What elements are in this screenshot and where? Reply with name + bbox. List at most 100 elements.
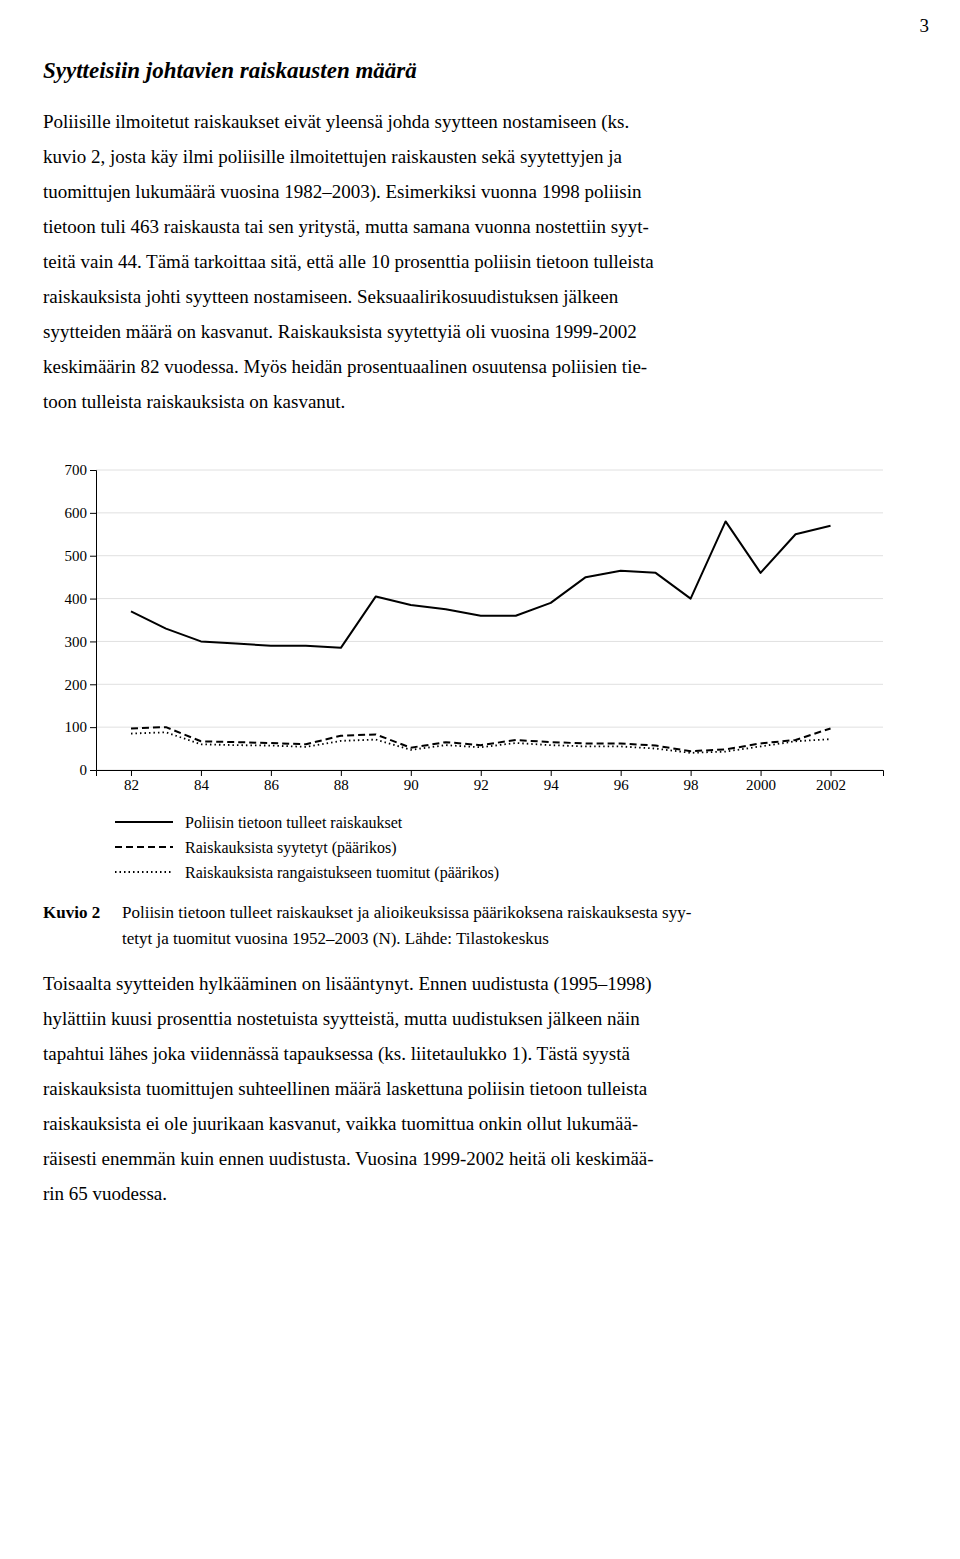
series-line bbox=[131, 521, 831, 647]
x-tick: 90 bbox=[404, 770, 419, 793]
y-tick-mark bbox=[90, 770, 96, 771]
y-tick-label: 500 bbox=[65, 548, 88, 564]
y-tick-mark bbox=[90, 599, 96, 600]
y-axis: 0 100 200 300 400 500 600 700 bbox=[65, 462, 97, 778]
x-tick-label: 98 bbox=[684, 777, 699, 793]
series-line bbox=[131, 732, 831, 753]
paragraph-line: hylättiin kuusi prosenttia nostetuista s… bbox=[43, 1008, 640, 1029]
x-tick-mark bbox=[411, 770, 412, 776]
y-tick: 100 bbox=[65, 719, 97, 735]
x-tick: 86 bbox=[264, 770, 280, 793]
caption-label: Kuvio 2 bbox=[43, 903, 100, 922]
chart: 82 84 86 88 90 92 94 96 98 2000 2002 0 100 200 300 400 5… bbox=[65, 462, 884, 792]
x-tick-mark bbox=[271, 770, 272, 776]
y-tick: 700 bbox=[65, 462, 97, 478]
x-tick: 2000 bbox=[746, 770, 776, 793]
paragraph-line: räisesti enemmän kuin ennen uudistusta. … bbox=[43, 1148, 654, 1169]
y-tick: 400 bbox=[65, 591, 97, 607]
x-tick-label: 96 bbox=[614, 777, 630, 793]
caption-line: tetyt ja tuomitut vuosina 1952–2003 (N).… bbox=[122, 929, 549, 948]
x-tick: 84 bbox=[194, 770, 210, 793]
page-number: 3 bbox=[920, 15, 930, 36]
y-tick-label: 700 bbox=[65, 462, 88, 478]
grid-line bbox=[96, 727, 883, 728]
legend-swatch bbox=[115, 821, 173, 823]
legend-swatch bbox=[115, 846, 173, 848]
x-tick: 2002 bbox=[816, 770, 846, 793]
series-line bbox=[131, 727, 831, 751]
x-tick-label: 2002 bbox=[816, 777, 846, 793]
y-tick: 200 bbox=[65, 677, 97, 693]
x-tick: 92 bbox=[474, 770, 489, 793]
grid-line bbox=[96, 470, 883, 471]
caption-line: Poliisin tietoon tulleet raiskaukset ja … bbox=[122, 903, 692, 922]
x-tick-label: 94 bbox=[544, 777, 560, 793]
x-tick-label: 82 bbox=[124, 777, 139, 793]
paragraph-line: tapahtui lähes joka viidennässä tapaukse… bbox=[43, 1043, 630, 1065]
y-axis-line bbox=[90, 471, 97, 771]
x-tick-mark bbox=[131, 770, 132, 776]
legend-item: Poliisin tietoon tulleet raiskaukset bbox=[115, 814, 403, 831]
legend-label: Poliisin tietoon tulleet raiskaukset bbox=[185, 814, 403, 831]
x-tick-mark bbox=[621, 770, 622, 776]
paragraph-line: toon tulleista raiskauksista on kasvanut… bbox=[43, 391, 345, 412]
grid-line bbox=[96, 684, 883, 685]
y-tick-mark bbox=[90, 727, 96, 728]
paragraph-line: tuomittujen lukumäärä vuosina 1982–2003)… bbox=[43, 181, 642, 203]
y-tick-mark bbox=[90, 470, 96, 471]
legend-item: Raiskauksista rangaistukseen tuomitut (p… bbox=[115, 864, 499, 882]
x-tick-label: 2000 bbox=[746, 777, 776, 793]
x-axis: 82 84 86 88 90 92 94 96 98 2000 2002 bbox=[97, 770, 884, 793]
y-tick-label: 300 bbox=[65, 634, 88, 650]
y-tick-mark bbox=[90, 641, 96, 642]
y-tick-label: 0 bbox=[80, 762, 88, 778]
legend-swatch bbox=[115, 871, 173, 873]
x-tick-label: 84 bbox=[194, 777, 210, 793]
x-tick-mark bbox=[201, 770, 202, 776]
y-tick-label: 400 bbox=[65, 591, 88, 607]
legend-label: Raiskauksista rangaistukseen tuomitut (p… bbox=[185, 864, 499, 882]
x-tick-mark bbox=[481, 770, 482, 776]
y-tick-mark bbox=[90, 556, 96, 557]
x-tick: 94 bbox=[544, 770, 560, 793]
y-tick: 300 bbox=[65, 634, 97, 650]
x-tick-mark bbox=[761, 770, 762, 776]
x-tick: 82 bbox=[124, 770, 139, 793]
lines bbox=[131, 521, 831, 752]
y-tick-mark bbox=[90, 513, 96, 514]
x-axis-line bbox=[97, 771, 884, 777]
x-tick: 88 bbox=[334, 770, 349, 793]
heading: Syytteisiin johtavien raiskausten määrä bbox=[43, 58, 417, 83]
x-tick-mark bbox=[551, 770, 552, 776]
paragraph-line: Poliisille ilmoitetut raiskaukset eivät … bbox=[43, 111, 629, 133]
paragraph-line: raiskauksista ei ole juurikaan kasvanut,… bbox=[43, 1113, 638, 1134]
x-tick-mark bbox=[831, 770, 832, 776]
page: 3 Syytteisiin johtavien raiskausten määrä… bbox=[0, 0, 960, 1559]
x-tick-mark bbox=[341, 770, 342, 776]
x-tick-label: 86 bbox=[264, 777, 280, 793]
paragraph-line: tietoon tuli 463 raiskausta tai sen yrit… bbox=[43, 216, 649, 237]
paragraph-line: teitä vain 44. Tämä tarkoittaa sitä, ett… bbox=[43, 251, 654, 272]
x-tick-label: 90 bbox=[404, 777, 419, 793]
y-tick-label: 600 bbox=[65, 505, 88, 521]
grid bbox=[96, 470, 883, 770]
y-tick-mark bbox=[90, 684, 96, 685]
paragraph-line: syytteiden määrä on kasvanut. Raiskauksi… bbox=[43, 321, 637, 342]
x-tick-label: 92 bbox=[474, 777, 489, 793]
y-tick-label: 100 bbox=[65, 719, 88, 735]
y-tick: 500 bbox=[65, 548, 97, 564]
y-tick: 0 bbox=[80, 762, 97, 778]
x-tick: 96 bbox=[614, 770, 630, 793]
y-tick-label: 200 bbox=[65, 677, 88, 693]
legend-label: Raiskauksista syytetyt (päärikos) bbox=[185, 839, 397, 857]
paragraph-line: keskimäärin 82 vuodessa. Myös heidän pro… bbox=[43, 356, 647, 377]
legend: Poliisin tietoon tulleet raiskaukset Rais… bbox=[115, 814, 499, 882]
paragraph-line: raiskauksista tuomittujen suhteellinen m… bbox=[43, 1078, 648, 1099]
legend-item: Raiskauksista syytetyt (päärikos) bbox=[115, 839, 397, 857]
grid-line bbox=[96, 555, 883, 556]
x-tick-label: 88 bbox=[334, 777, 349, 793]
y-tick: 600 bbox=[65, 505, 97, 521]
x-tick-mark bbox=[691, 770, 692, 776]
grid-line bbox=[96, 512, 883, 513]
paragraph-line: Toisaalta syytteiden hylkääminen on lisä… bbox=[43, 973, 652, 995]
